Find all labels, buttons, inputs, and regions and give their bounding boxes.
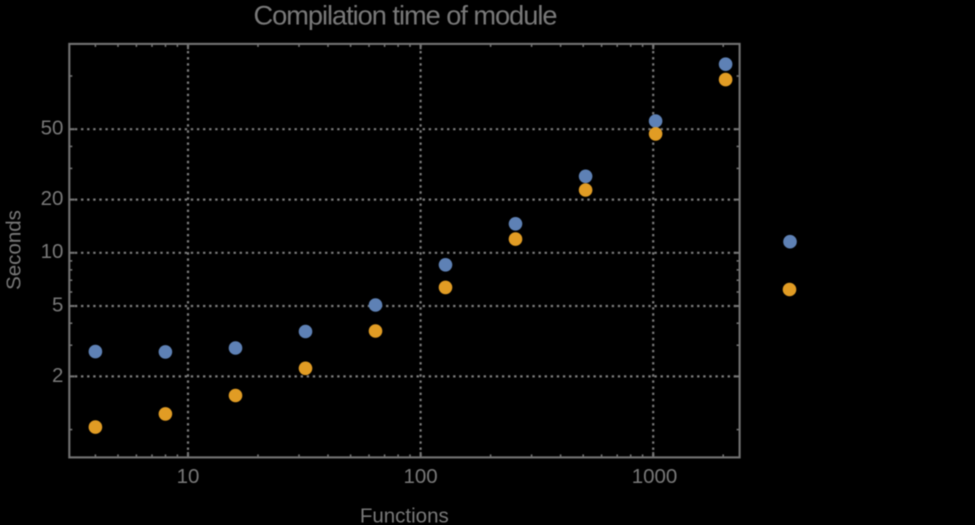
svg-text:1000: 1000 xyxy=(632,465,678,488)
svg-text:5: 5 xyxy=(52,293,63,316)
svg-text:Seconds: Seconds xyxy=(2,210,25,290)
svg-text:2: 2 xyxy=(52,364,63,387)
svg-text:20: 20 xyxy=(41,187,64,210)
svg-text:10: 10 xyxy=(41,240,64,263)
svg-text:Functions: Functions xyxy=(360,505,449,525)
svg-text:100: 100 xyxy=(403,465,437,488)
svg-text:Compilation time of module: Compilation time of module xyxy=(254,0,557,31)
svg-text:50: 50 xyxy=(41,117,64,140)
svg-text:10: 10 xyxy=(177,465,200,488)
